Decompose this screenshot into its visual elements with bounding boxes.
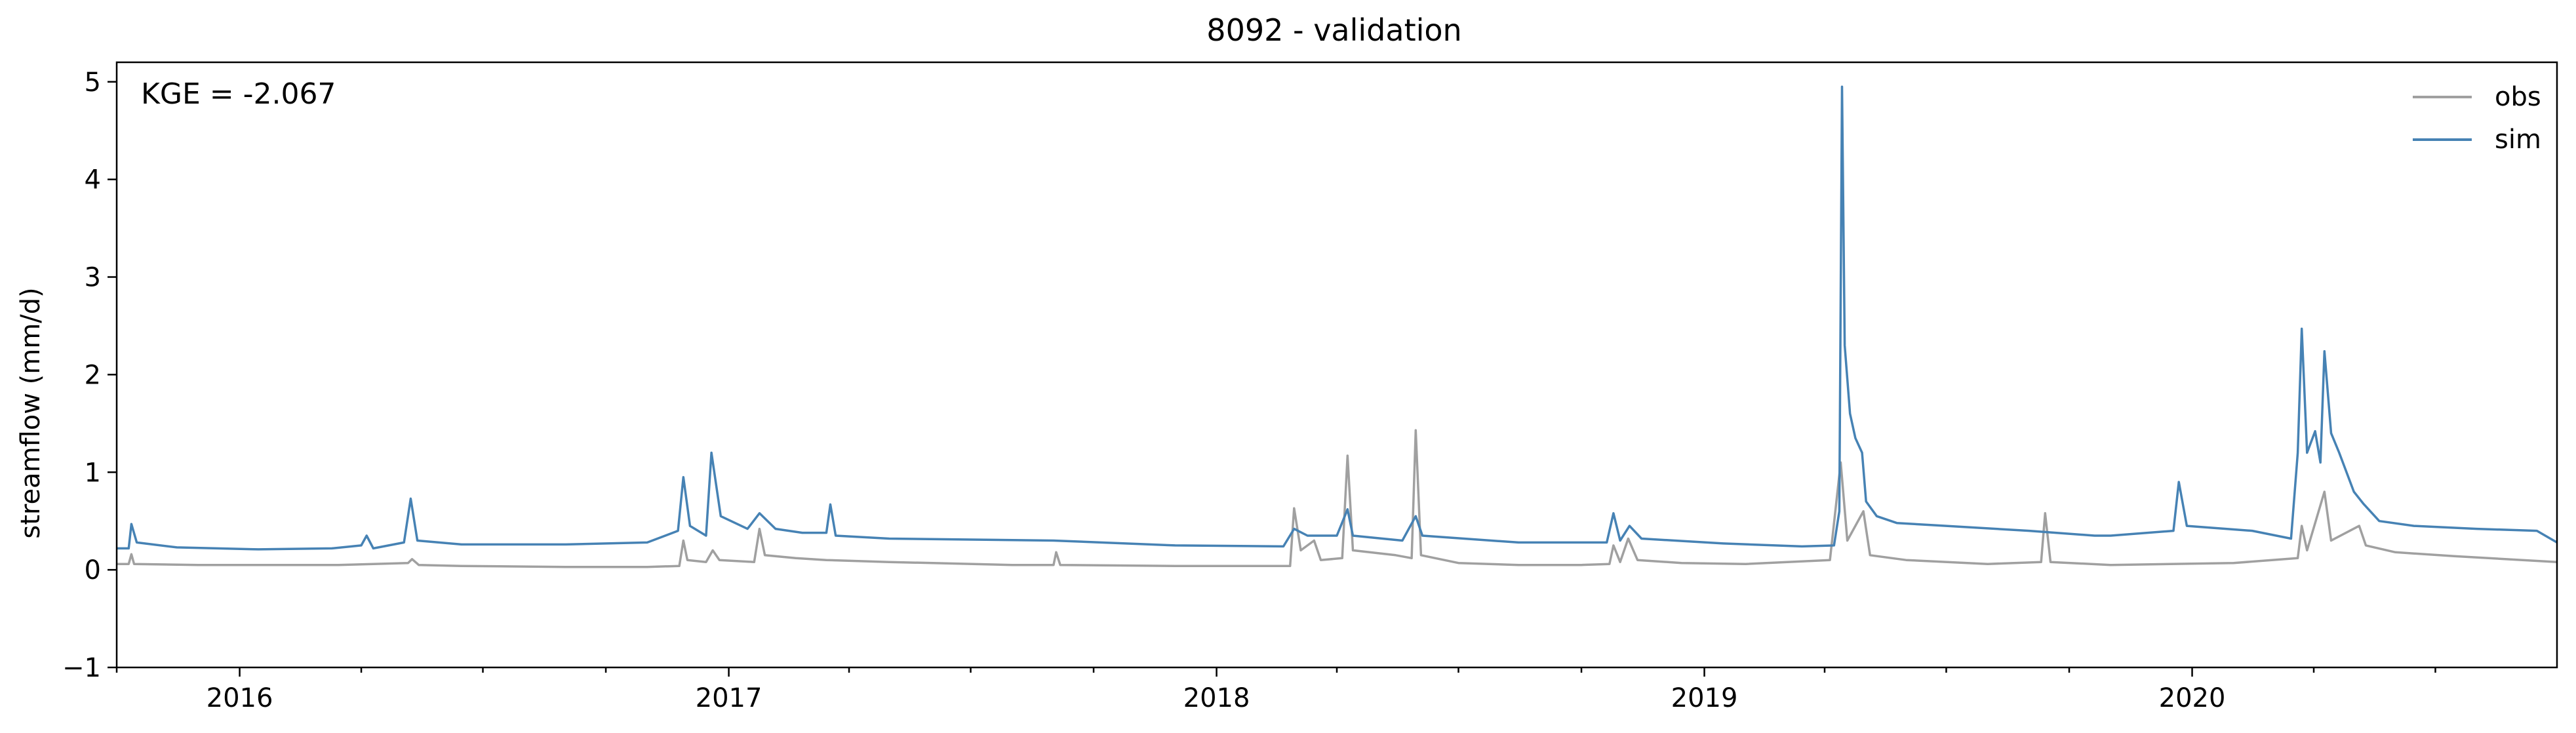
legend-obs-label: obs: [2495, 82, 2541, 112]
x-tick-label: 2020: [2159, 683, 2226, 713]
legend-sim-label: sim: [2495, 125, 2541, 155]
x-tick-label: 2019: [1671, 683, 1738, 713]
y-tick-label: 4: [85, 165, 101, 195]
plot-area: 2016 2017 2018 2019 2020 −1 0 1 2 3 4 5: [62, 61, 2558, 713]
series-line-sim: [117, 85, 2558, 551]
legend: obs sim: [2413, 82, 2541, 155]
kge-annotation: KGE = -2.067: [141, 77, 336, 111]
y-tick-label: 1: [85, 458, 101, 488]
chart-title: 8092 - validation: [1206, 12, 1461, 48]
y-axis-label: streamflow (mm/d): [16, 287, 46, 538]
y-tick-label: 2: [85, 360, 101, 390]
x-minor-ticks: [115, 667, 2436, 673]
x-tick-label: 2018: [1183, 683, 1250, 713]
series-lines: [117, 85, 2558, 568]
y-tick-label: −1: [62, 653, 101, 683]
y-tick-label: 5: [85, 68, 101, 98]
x-tick-label: 2017: [696, 683, 763, 713]
y-tick-label: 0: [85, 555, 101, 585]
x-tick-label: 2016: [207, 683, 273, 713]
plot-frame: [115, 61, 2558, 669]
x-ticks: 2016 2017 2018 2019 2020: [207, 667, 2226, 713]
series-line-obs: [117, 429, 2558, 568]
y-tick-label: 3: [85, 263, 101, 293]
y-ticks: −1 0 1 2 3 4 5: [62, 68, 117, 683]
